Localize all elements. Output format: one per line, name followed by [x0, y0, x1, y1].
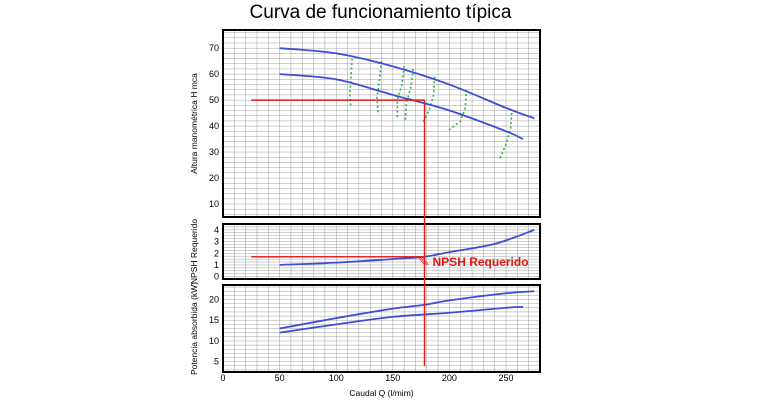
x-tick-label: 250 [499, 373, 514, 383]
panel-npsh: 0 1 23 4 NPSH Requerido NPSH Requerido [189, 219, 541, 284]
y-tick-label: 4 [214, 225, 219, 235]
y-tick-label: 70 [209, 43, 219, 53]
y-tick-label: 15 [209, 315, 219, 325]
y-axis-label: NPSH Requerido [189, 219, 199, 284]
y-tick-label: 0 [214, 272, 219, 282]
npsh-hatch [418, 257, 425, 265]
x-tick-label: 100 [329, 373, 344, 383]
x-tick-label: 150 [385, 373, 400, 383]
y-axis-label: Potencia absorbida (kW) [189, 282, 199, 375]
curve-power-1 [279, 290, 535, 330]
y-tick-label: 40 [209, 121, 219, 131]
efficiency-line [498, 113, 513, 161]
panel-frame [222, 284, 541, 373]
y-tick-label: 30 [209, 147, 219, 157]
panel-power: 5 10 15 20 Potencia absorbida (kW) [189, 282, 541, 375]
efficiency-line [396, 66, 405, 119]
efficiency-line [446, 89, 468, 132]
x-tick-label: 50 [275, 373, 285, 383]
npsh-annotation: NPSH Requerido [433, 255, 529, 269]
y-tick-label: 60 [209, 69, 219, 79]
y-tick-label: 10 [209, 336, 219, 346]
y-tick-label: 3 [214, 237, 219, 247]
x-tick-label: 0 [220, 373, 225, 383]
panel-frame [222, 223, 541, 280]
efficiency-line [421, 76, 436, 124]
curve-head-2 [279, 73, 524, 140]
npsh-hatch [422, 257, 429, 265]
x-axis-label: Caudal Q (l/mim) [349, 388, 413, 398]
y-tick-label: 2 [214, 248, 219, 258]
curve-head-1 [279, 47, 535, 120]
panel-frame [222, 29, 541, 218]
efficiency-line [404, 68, 414, 121]
y-tick-label: 1 [214, 260, 219, 270]
curve-power-2 [279, 306, 524, 334]
npsh-hatch [420, 257, 427, 265]
y-tick-label: 5 [214, 357, 219, 367]
y-axis-label: Altura manométrica H mca [189, 73, 199, 174]
y-tick-label: 50 [209, 95, 219, 105]
x-tick-label: 200 [442, 373, 457, 383]
efficiency-line [348, 58, 353, 108]
panel-head: 10 20 30 40 50 60 70 Altura manométrica H mca [189, 29, 541, 218]
y-tick-label: 20 [209, 173, 219, 183]
chart-title: Curva de funcionamiento típica [249, 2, 512, 23]
y-tick-label: 20 [209, 295, 219, 305]
y-tick-label: 10 [209, 199, 219, 209]
